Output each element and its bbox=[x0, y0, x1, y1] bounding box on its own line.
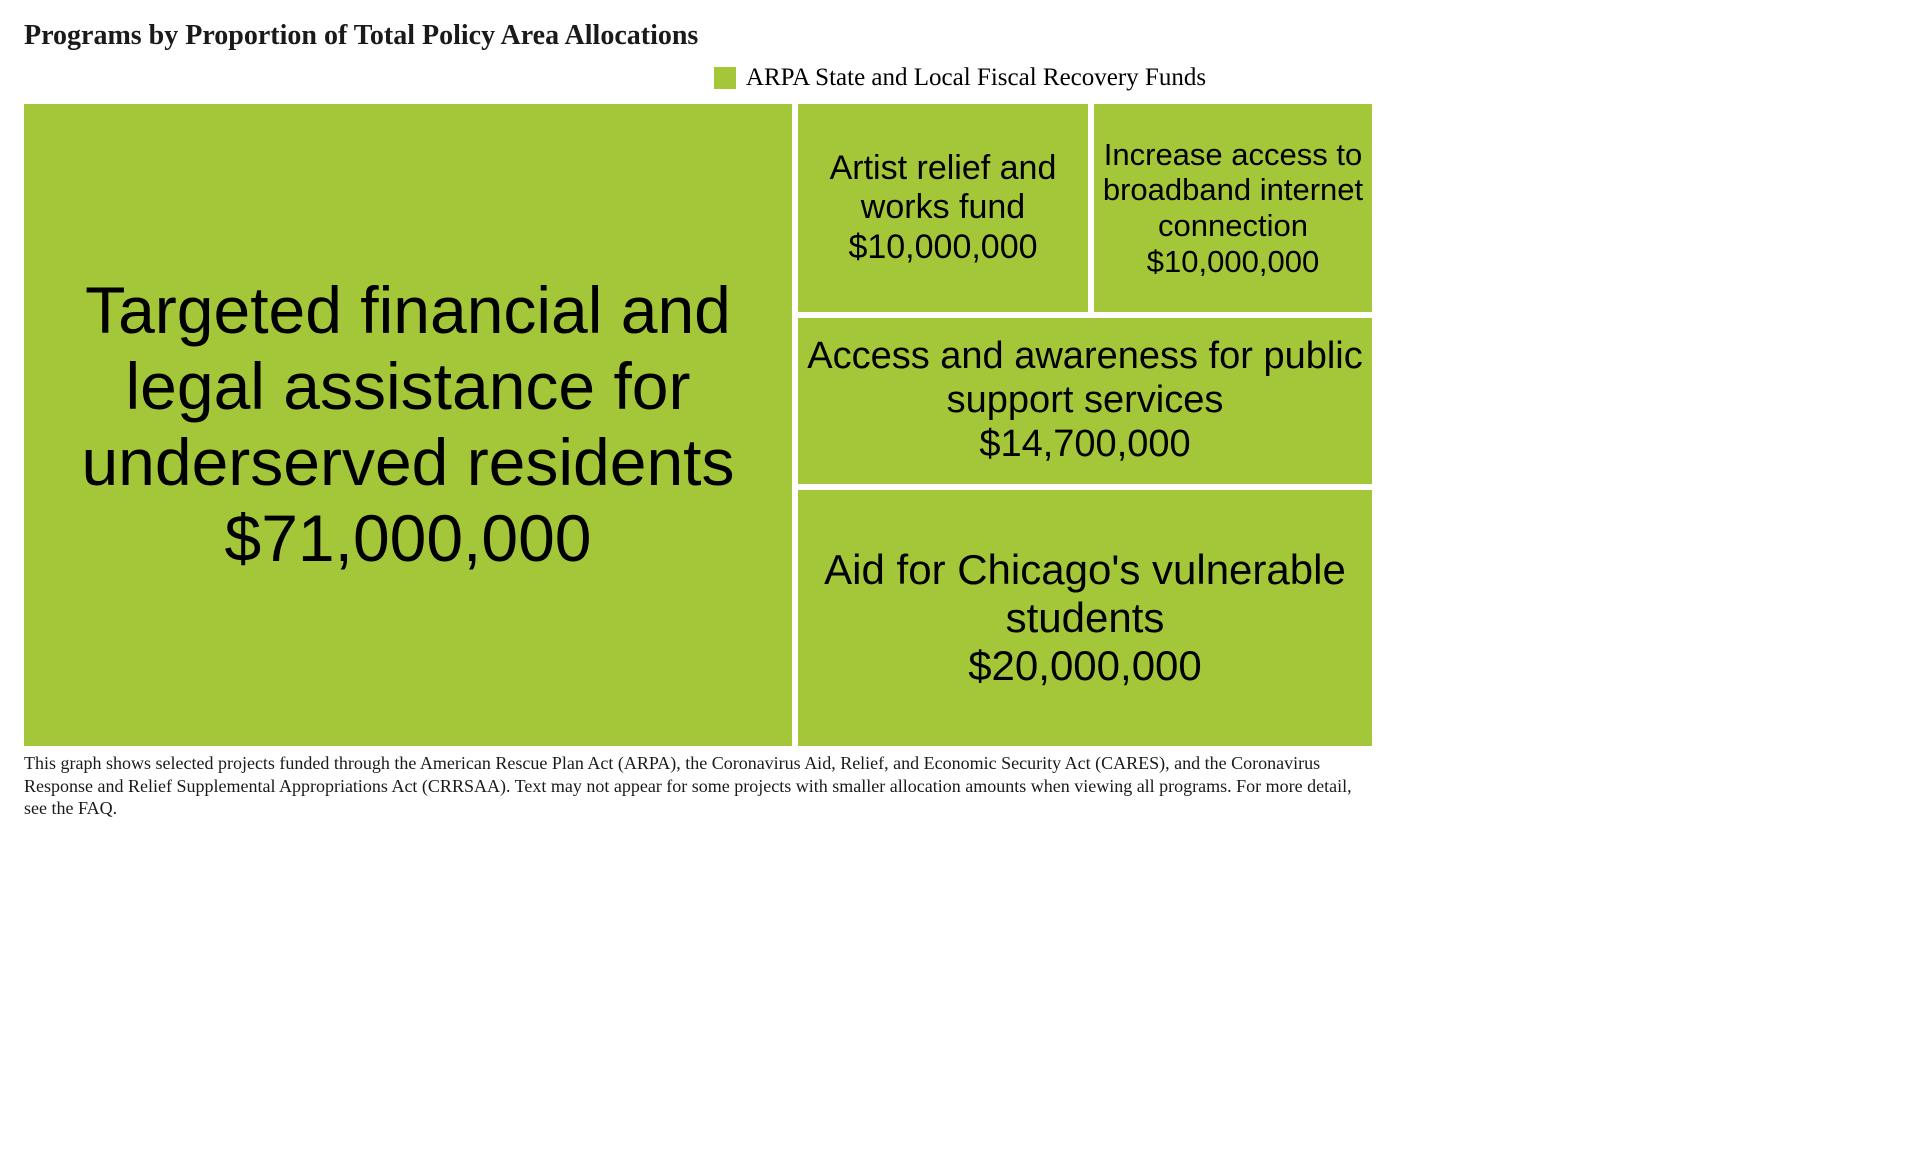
treemap-cell-broadband[interactable]: Increase access to broadband internet co… bbox=[1094, 104, 1372, 312]
chart-title: Programs by Proportion of Total Policy A… bbox=[24, 20, 1896, 52]
chart-legend: ARPA State and Local Fiscal Recovery Fun… bbox=[24, 64, 1896, 92]
treemap-cell-targeted[interactable]: Targeted financial and legal assistance … bbox=[24, 104, 792, 746]
treemap-chart: Targeted financial and legal assistance … bbox=[24, 104, 1372, 746]
cell-label: Targeted financial and legal assistance … bbox=[28, 273, 788, 501]
cell-label: Access and awareness for public support … bbox=[802, 335, 1368, 422]
cell-label: Artist relief and works fund bbox=[802, 149, 1084, 227]
cell-value: $10,000,000 bbox=[1147, 244, 1319, 280]
cell-value: $10,000,000 bbox=[848, 228, 1037, 267]
cell-label: Increase access to broadband internet co… bbox=[1098, 137, 1368, 244]
cell-value: $20,000,000 bbox=[968, 642, 1202, 690]
cell-value: $14,700,000 bbox=[979, 423, 1190, 467]
treemap-cell-artist[interactable]: Artist relief and works fund $10,000,000 bbox=[798, 104, 1088, 312]
chart-footnote: This graph shows selected projects funde… bbox=[24, 752, 1372, 820]
treemap-right-column: Artist relief and works fund $10,000,000… bbox=[798, 104, 1372, 746]
treemap-right-top-row: Artist relief and works fund $10,000,000… bbox=[798, 104, 1372, 312]
legend-swatch bbox=[714, 67, 736, 89]
treemap-cell-access[interactable]: Access and awareness for public support … bbox=[798, 318, 1372, 484]
cell-label: Aid for Chicago's vulnerable students bbox=[802, 546, 1368, 643]
legend-label: ARPA State and Local Fiscal Recovery Fun… bbox=[746, 64, 1206, 92]
cell-value: $71,000,000 bbox=[224, 501, 591, 577]
treemap-cell-aid[interactable]: Aid for Chicago's vulnerable students $2… bbox=[798, 490, 1372, 746]
treemap-left-column: Targeted financial and legal assistance … bbox=[24, 104, 792, 746]
